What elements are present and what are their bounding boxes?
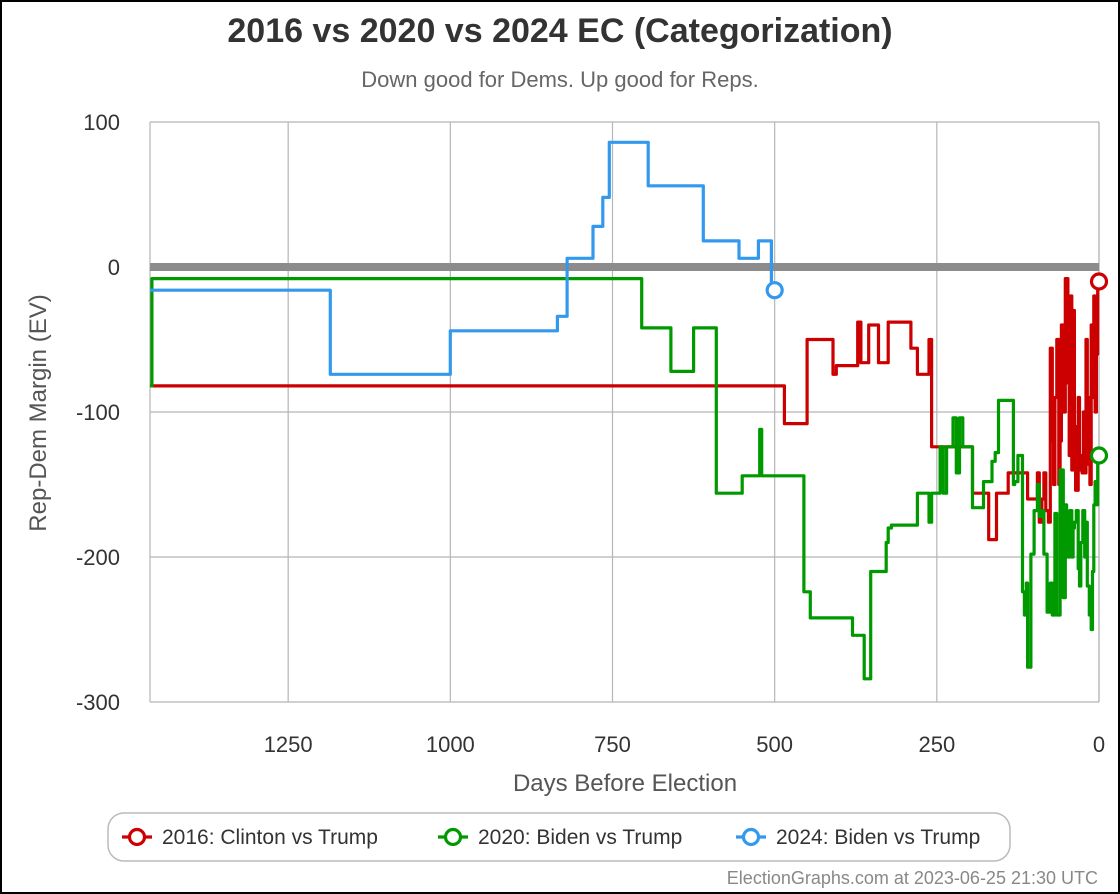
- y-axis-label: Rep-Dem Margin (EV): [25, 294, 52, 531]
- x-tick-label: 750: [594, 732, 631, 757]
- y-tick-label: -300: [76, 690, 120, 715]
- series-end-marker-2: [1089, 446, 1109, 465]
- legend-label: 2024: Biden vs Trump: [776, 826, 980, 849]
- series-line-2: [150, 277, 1100, 681]
- y-tick-label: -100: [76, 400, 120, 425]
- chart-title: 2016 vs 2020 vs 2024 EC (Categorization): [227, 12, 892, 50]
- series-line-1: [150, 277, 1100, 542]
- legend-label: 2020: Biden vs Trump: [478, 826, 682, 849]
- y-tick-label: 0: [108, 255, 120, 280]
- chart-subtitle: Down good for Dems. Up good for Reps.: [361, 67, 758, 92]
- series-end-marker-3: [765, 281, 784, 300]
- legend-swatch-marker: [127, 827, 147, 847]
- x-tick-label: 250: [918, 732, 955, 757]
- legend-swatch-marker: [443, 827, 463, 847]
- y-tick-label: 100: [83, 110, 120, 135]
- x-tick-label: 1250: [264, 732, 313, 757]
- x-axis-label: Days Before Election: [513, 770, 737, 797]
- series-lines: [150, 140, 1109, 681]
- legend-label: 2016: Clinton vs Trump: [162, 826, 378, 849]
- x-tick-label: 1000: [426, 732, 475, 757]
- legend: 2016: Clinton vs Trump 2020: Biden vs Tru…: [107, 812, 1011, 862]
- credit-text: ElectionGraphs.com at 2023-06-25 21:30 U…: [727, 868, 1098, 888]
- grid: [149, 121, 1100, 703]
- x-tick-label: 0: [1093, 732, 1105, 757]
- y-tick-label: -200: [76, 545, 120, 570]
- legend-swatch-marker: [741, 827, 761, 847]
- legend-box: [107, 812, 1011, 862]
- series-line-3: [150, 140, 775, 376]
- x-tick-label: 500: [756, 732, 793, 757]
- series-end-marker-1: [1089, 272, 1109, 291]
